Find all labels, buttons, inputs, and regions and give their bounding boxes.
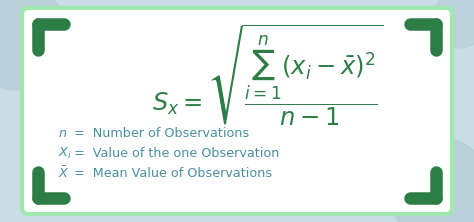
Circle shape: [388, 138, 474, 222]
Text: =  Value of the one Observation: = Value of the one Observation: [70, 147, 279, 159]
Text: $n$: $n$: [58, 127, 67, 139]
Circle shape: [0, 0, 70, 90]
Text: $X_i$: $X_i$: [58, 145, 72, 161]
Text: $\bar{X}$: $\bar{X}$: [58, 165, 70, 181]
FancyBboxPatch shape: [22, 8, 452, 214]
Circle shape: [432, 0, 474, 48]
Text: $S_x = \sqrt{\dfrac{\sum_{i=1}^{n}(x_i-\bar{x})^2}{n - 1}}$: $S_x = \sqrt{\dfrac{\sum_{i=1}^{n}(x_i-\…: [152, 22, 384, 128]
Text: =  Number of Observations: = Number of Observations: [70, 127, 249, 139]
Text: =  Mean Value of Observations: = Mean Value of Observations: [70, 166, 272, 180]
